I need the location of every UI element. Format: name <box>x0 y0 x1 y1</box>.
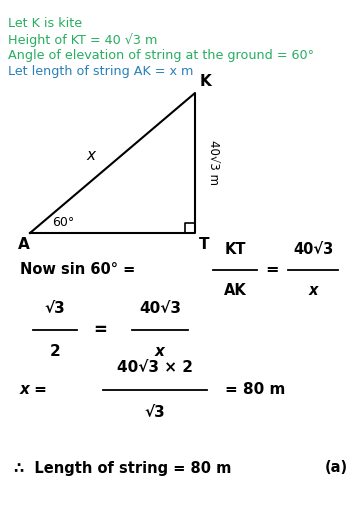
Text: (a): (a) <box>325 460 348 476</box>
Text: 40√3 m: 40√3 m <box>206 140 220 185</box>
Text: ∴  Length of string = 80 m: ∴ Length of string = 80 m <box>14 460 231 476</box>
Text: Now sin 60° =: Now sin 60° = <box>20 262 135 278</box>
Text: K: K <box>200 74 212 89</box>
Text: 40√3: 40√3 <box>293 242 333 257</box>
Text: 2: 2 <box>49 344 61 359</box>
Text: =: = <box>93 321 107 339</box>
Text: KT: KT <box>224 242 246 257</box>
Text: Angle of elevation of string at the ground = 60°: Angle of elevation of string at the grou… <box>8 49 314 62</box>
Text: x =: x = <box>20 382 48 398</box>
Text: 40√3 × 2: 40√3 × 2 <box>117 360 193 375</box>
Text: √3: √3 <box>145 405 166 420</box>
Text: T: T <box>199 237 209 252</box>
Text: 60°: 60° <box>52 216 74 229</box>
Text: x: x <box>155 344 165 359</box>
Text: AK: AK <box>224 283 246 298</box>
Text: 40√3: 40√3 <box>139 301 181 316</box>
Text: Let K is kite: Let K is kite <box>8 17 82 30</box>
Text: x: x <box>308 283 318 298</box>
Text: =: = <box>265 262 279 278</box>
Text: √3: √3 <box>44 301 66 316</box>
Text: x: x <box>86 147 95 163</box>
Text: A: A <box>18 237 30 252</box>
Text: Height of KT = 40 √3 m: Height of KT = 40 √3 m <box>8 33 157 46</box>
Text: Let length of string AK = x m: Let length of string AK = x m <box>8 65 193 78</box>
Text: = 80 m: = 80 m <box>225 382 286 398</box>
